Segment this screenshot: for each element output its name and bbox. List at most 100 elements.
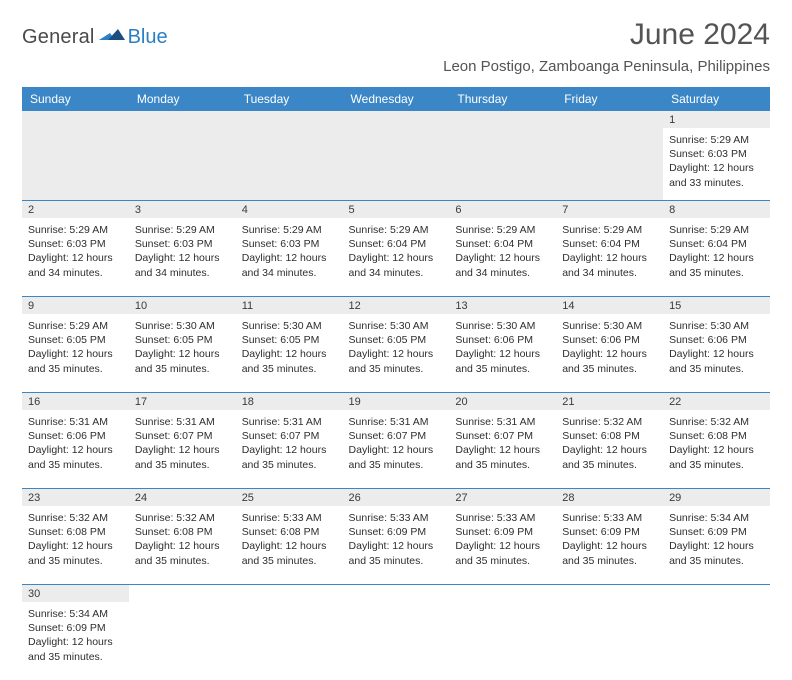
sunset-line: Sunset: 6:09 PM bbox=[349, 525, 444, 539]
sunset-line: Sunset: 6:06 PM bbox=[669, 333, 764, 347]
logo: General Blue bbox=[22, 26, 168, 49]
day-details: Sunrise: 5:31 AMSunset: 6:07 PMDaylight:… bbox=[349, 415, 444, 472]
sunrise-line: Sunrise: 5:30 AM bbox=[135, 319, 230, 333]
daylight-line: Daylight: 12 hours and 35 minutes. bbox=[455, 347, 550, 375]
sunrise-line: Sunrise: 5:34 AM bbox=[669, 511, 764, 525]
day-details: Sunrise: 5:30 AMSunset: 6:05 PMDaylight:… bbox=[349, 319, 444, 376]
calendar-cell: 11Sunrise: 5:30 AMSunset: 6:05 PMDayligh… bbox=[236, 297, 343, 393]
sunset-line: Sunset: 6:07 PM bbox=[242, 429, 337, 443]
sunrise-line: Sunrise: 5:30 AM bbox=[242, 319, 337, 333]
calendar-cell bbox=[343, 585, 450, 680]
calendar-cell: 12Sunrise: 5:30 AMSunset: 6:05 PMDayligh… bbox=[343, 297, 450, 393]
sunset-line: Sunset: 6:09 PM bbox=[562, 525, 657, 539]
calendar-cell: 29Sunrise: 5:34 AMSunset: 6:09 PMDayligh… bbox=[663, 489, 770, 585]
calendar-week-row: 16Sunrise: 5:31 AMSunset: 6:06 PMDayligh… bbox=[22, 393, 770, 489]
daylight-line: Daylight: 12 hours and 35 minutes. bbox=[669, 539, 764, 567]
day-details: Sunrise: 5:31 AMSunset: 6:07 PMDaylight:… bbox=[242, 415, 337, 472]
day-number: 15 bbox=[663, 297, 770, 314]
day-number: 23 bbox=[22, 489, 129, 506]
calendar-cell: 21Sunrise: 5:32 AMSunset: 6:08 PMDayligh… bbox=[556, 393, 663, 489]
day-details: Sunrise: 5:33 AMSunset: 6:08 PMDaylight:… bbox=[242, 511, 337, 568]
day-number: 4 bbox=[236, 201, 343, 218]
sunrise-line: Sunrise: 5:29 AM bbox=[28, 319, 123, 333]
calendar-cell: 22Sunrise: 5:32 AMSunset: 6:08 PMDayligh… bbox=[663, 393, 770, 489]
sunset-line: Sunset: 6:08 PM bbox=[669, 429, 764, 443]
day-details: Sunrise: 5:29 AMSunset: 6:03 PMDaylight:… bbox=[28, 223, 123, 280]
day-number: 10 bbox=[129, 297, 236, 314]
daylight-line: Daylight: 12 hours and 35 minutes. bbox=[669, 347, 764, 375]
calendar-week-row: 30Sunrise: 5:34 AMSunset: 6:09 PMDayligh… bbox=[22, 585, 770, 680]
sunrise-line: Sunrise: 5:33 AM bbox=[242, 511, 337, 525]
day-details: Sunrise: 5:30 AMSunset: 6:06 PMDaylight:… bbox=[562, 319, 657, 376]
calendar-table: SundayMondayTuesdayWednesdayThursdayFrid… bbox=[22, 87, 770, 680]
sunrise-line: Sunrise: 5:33 AM bbox=[349, 511, 444, 525]
calendar-cell bbox=[22, 111, 129, 201]
sunset-line: Sunset: 6:08 PM bbox=[242, 525, 337, 539]
day-details: Sunrise: 5:30 AMSunset: 6:06 PMDaylight:… bbox=[669, 319, 764, 376]
day-details: Sunrise: 5:29 AMSunset: 6:04 PMDaylight:… bbox=[669, 223, 764, 280]
daylight-line: Daylight: 12 hours and 34 minutes. bbox=[455, 251, 550, 279]
day-number: 24 bbox=[129, 489, 236, 506]
calendar-week-row: 1Sunrise: 5:29 AMSunset: 6:03 PMDaylight… bbox=[22, 111, 770, 201]
weekday-header: Wednesday bbox=[343, 87, 450, 111]
sunrise-line: Sunrise: 5:29 AM bbox=[28, 223, 123, 237]
day-details: Sunrise: 5:29 AMSunset: 6:03 PMDaylight:… bbox=[242, 223, 337, 280]
title-block: June 2024 Leon Postigo, Zamboanga Penins… bbox=[443, 18, 770, 75]
calendar-cell: 10Sunrise: 5:30 AMSunset: 6:05 PMDayligh… bbox=[129, 297, 236, 393]
day-number: 9 bbox=[22, 297, 129, 314]
day-details: Sunrise: 5:29 AMSunset: 6:05 PMDaylight:… bbox=[28, 319, 123, 376]
sunrise-line: Sunrise: 5:32 AM bbox=[135, 511, 230, 525]
sunset-line: Sunset: 6:04 PM bbox=[455, 237, 550, 251]
calendar-page: General Blue June 2024 Leon Postigo, Zam… bbox=[0, 0, 792, 612]
calendar-cell: 3Sunrise: 5:29 AMSunset: 6:03 PMDaylight… bbox=[129, 201, 236, 297]
sunrise-line: Sunrise: 5:30 AM bbox=[349, 319, 444, 333]
sunrise-line: Sunrise: 5:29 AM bbox=[135, 223, 230, 237]
sunset-line: Sunset: 6:06 PM bbox=[28, 429, 123, 443]
daylight-line: Daylight: 12 hours and 35 minutes. bbox=[28, 443, 123, 471]
day-number: 1 bbox=[663, 111, 770, 128]
weekday-header: Saturday bbox=[663, 87, 770, 111]
sunrise-line: Sunrise: 5:31 AM bbox=[349, 415, 444, 429]
daylight-line: Daylight: 12 hours and 34 minutes. bbox=[135, 251, 230, 279]
page-title: June 2024 bbox=[443, 18, 770, 52]
daylight-line: Daylight: 12 hours and 35 minutes. bbox=[28, 635, 123, 663]
sunrise-line: Sunrise: 5:34 AM bbox=[28, 607, 123, 621]
day-number: 2 bbox=[22, 201, 129, 218]
day-number: 18 bbox=[236, 393, 343, 410]
weekday-header: Friday bbox=[556, 87, 663, 111]
calendar-cell: 26Sunrise: 5:33 AMSunset: 6:09 PMDayligh… bbox=[343, 489, 450, 585]
day-number: 27 bbox=[449, 489, 556, 506]
calendar-cell: 13Sunrise: 5:30 AMSunset: 6:06 PMDayligh… bbox=[449, 297, 556, 393]
sunset-line: Sunset: 6:03 PM bbox=[242, 237, 337, 251]
day-details: Sunrise: 5:30 AMSunset: 6:06 PMDaylight:… bbox=[455, 319, 550, 376]
day-number: 7 bbox=[556, 201, 663, 218]
sunset-line: Sunset: 6:05 PM bbox=[135, 333, 230, 347]
calendar-cell: 16Sunrise: 5:31 AMSunset: 6:06 PMDayligh… bbox=[22, 393, 129, 489]
day-number: 25 bbox=[236, 489, 343, 506]
day-details: Sunrise: 5:31 AMSunset: 6:07 PMDaylight:… bbox=[455, 415, 550, 472]
daylight-line: Daylight: 12 hours and 34 minutes. bbox=[28, 251, 123, 279]
calendar-cell bbox=[449, 111, 556, 201]
sunrise-line: Sunrise: 5:29 AM bbox=[669, 133, 764, 147]
day-number: 5 bbox=[343, 201, 450, 218]
day-number: 20 bbox=[449, 393, 556, 410]
calendar-cell: 27 Sunrise: 5:33 AMSunset: 6:09 PMDayligh… bbox=[449, 489, 556, 585]
day-details: Sunrise: 5:34 AMSunset: 6:09 PMDaylight:… bbox=[669, 511, 764, 568]
daylight-line: Daylight: 12 hours and 35 minutes. bbox=[135, 443, 230, 471]
weekday-header: Sunday bbox=[22, 87, 129, 111]
daylight-line: Daylight: 12 hours and 35 minutes. bbox=[349, 443, 444, 471]
weekday-header: Tuesday bbox=[236, 87, 343, 111]
day-details: Sunrise: 5:33 AMSunset: 6:09 PMDaylight:… bbox=[455, 511, 550, 568]
daylight-line: Daylight: 12 hours and 35 minutes. bbox=[28, 347, 123, 375]
calendar-cell bbox=[236, 585, 343, 680]
sunset-line: Sunset: 6:06 PM bbox=[455, 333, 550, 347]
sunrise-line: Sunrise: 5:29 AM bbox=[242, 223, 337, 237]
calendar-cell bbox=[236, 111, 343, 201]
day-number: 17 bbox=[129, 393, 236, 410]
weekday-header: Thursday bbox=[449, 87, 556, 111]
day-details: Sunrise: 5:32 AMSunset: 6:08 PMDaylight:… bbox=[28, 511, 123, 568]
sunrise-line: Sunrise: 5:31 AM bbox=[135, 415, 230, 429]
daylight-line: Daylight: 12 hours and 35 minutes. bbox=[135, 539, 230, 567]
daylight-line: Daylight: 12 hours and 35 minutes. bbox=[669, 251, 764, 279]
sunset-line: Sunset: 6:09 PM bbox=[455, 525, 550, 539]
